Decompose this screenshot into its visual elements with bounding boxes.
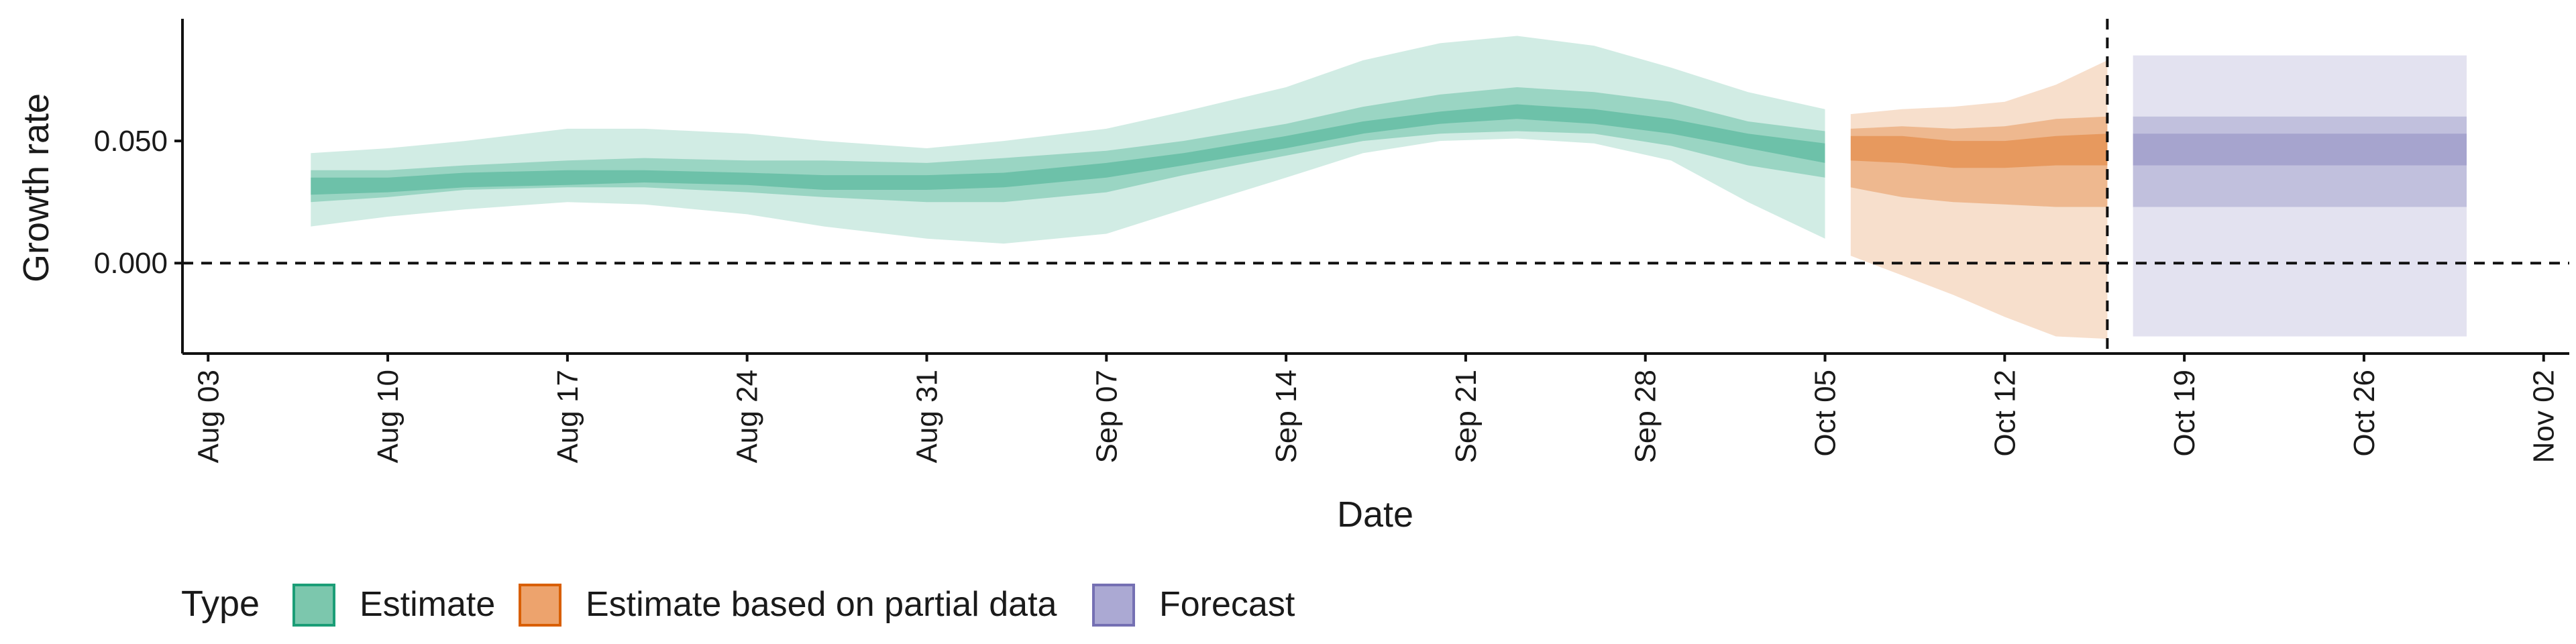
- legend-label: Estimate: [360, 585, 495, 624]
- x-tick-label: Nov 02: [2528, 370, 2561, 463]
- forecast-band-90: [2133, 55, 2467, 337]
- legend-title: Type: [181, 584, 260, 624]
- x-tick-label: Aug 17: [551, 370, 584, 463]
- legend-key: [519, 584, 561, 627]
- x-tick-label: Aug 03: [192, 370, 225, 463]
- estimate-based-on-partial-data-band-20: [1850, 133, 2108, 168]
- x-tick-label: Oct 12: [1988, 370, 2021, 457]
- x-tick-label: Sep 07: [1090, 370, 1123, 463]
- x-tick-label: Sep 28: [1629, 370, 1662, 463]
- y-tick-label: 0.000: [94, 247, 168, 280]
- x-tick-label: Sep 14: [1270, 370, 1303, 463]
- forecast-band-50: [2133, 116, 2467, 207]
- x-tick-label: Aug 24: [731, 370, 764, 463]
- x-tick-label: Oct 19: [2168, 370, 2201, 457]
- estimate-band-90: [311, 36, 1825, 244]
- axes: 0.000 0.050 Aug 03 Aug 10 Aug 17 Aug 24 Aug 31…: [94, 19, 2569, 464]
- x-tick-label: Oct 05: [1809, 370, 1842, 457]
- legend-label: Forecast: [1159, 585, 1295, 624]
- ribbon-layer: [311, 36, 2467, 339]
- legend-label: Estimate based on partial data: [586, 585, 1057, 624]
- y-tick-label: 0.050: [94, 125, 168, 158]
- forecast-band-20: [2133, 133, 2467, 166]
- estimate-based-on-partial-data-band-90: [1850, 60, 2108, 339]
- y-axis-title: Growth rate: [16, 93, 56, 282]
- estimate-band-20: [311, 104, 1825, 195]
- legend-key: [1092, 584, 1135, 627]
- x-tick-label: Aug 31: [911, 370, 944, 463]
- x-axis-title: Date: [1337, 494, 1413, 535]
- reference-lines: [182, 19, 2569, 354]
- estimate-band-50: [311, 87, 1825, 203]
- x-tick-label: Oct 26: [2348, 370, 2381, 457]
- x-tick-label: Aug 10: [372, 370, 405, 463]
- estimate-based-on-partial-data-band-50: [1850, 116, 2108, 207]
- legend-key: [292, 584, 335, 627]
- x-tick-label: Sep 21: [1450, 370, 1483, 463]
- legend: Type Estimate Estimate based on partial d…: [181, 584, 1295, 627]
